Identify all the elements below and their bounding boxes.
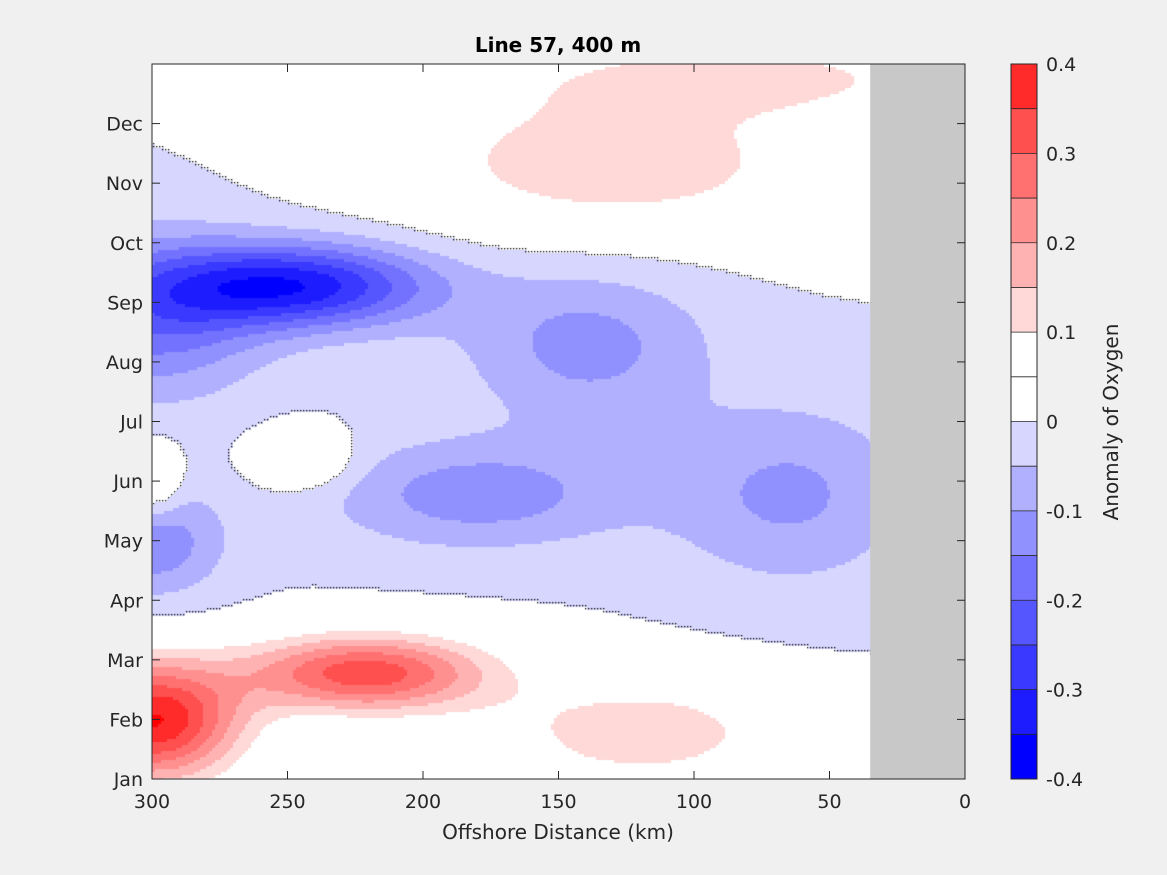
- y-tick-label: Sep: [107, 292, 143, 314]
- y-tick-label: Jul: [119, 412, 143, 434]
- y-tick-label: Aug: [106, 352, 143, 374]
- y-tick-label: Oct: [110, 233, 143, 255]
- colorbar: 0.4 0.3 0.2 0.1 0 -0.1 -0.2 -0.3 -0.4: [1010, 54, 1083, 791]
- colorbar-swatch: [1011, 644, 1037, 690]
- colorbar-swatch: [1011, 332, 1037, 377]
- colorbar-swatch: [1011, 466, 1037, 511]
- colorbar-tick-label: 0.3: [1046, 143, 1076, 165]
- colorbar-label: Anomaly of Oxygen: [1099, 324, 1123, 521]
- x-tick-label: 100: [676, 791, 712, 813]
- colorbar-swatch: [1011, 287, 1037, 333]
- colorbar-swatch: [1011, 153, 1037, 199]
- y-tick-label: Jan: [113, 769, 143, 791]
- y-tick-label: Mar: [107, 650, 143, 672]
- colorbar-swatch: [1011, 734, 1037, 779]
- x-tick-label: 200: [405, 791, 441, 813]
- colorbar-swatch: [1011, 510, 1037, 556]
- y-tick-label: Dec: [106, 114, 143, 136]
- x-tick-label: 50: [817, 791, 841, 813]
- colorbar-tick-label: 0.1: [1046, 322, 1076, 344]
- colorbar-tick-label: 0: [1046, 412, 1058, 434]
- x-tick-label: 250: [269, 791, 305, 813]
- x-tick-label: 150: [540, 791, 576, 813]
- y-tick-label: Feb: [109, 709, 143, 731]
- colorbar-tick-label: -0.2: [1046, 590, 1083, 612]
- x-tick-label: 300: [134, 791, 170, 813]
- colorbar-swatch: [1011, 600, 1037, 645]
- colorbar-swatch: [1011, 64, 1037, 109]
- no-data-region: [870, 64, 965, 779]
- colorbar-swatch: [1011, 242, 1037, 288]
- colorbar-tick-label: 0.2: [1046, 233, 1076, 255]
- colorbar-swatch: [1011, 555, 1037, 601]
- colorbar-swatch: [1011, 689, 1037, 735]
- x-tick-labels: 300 250 200 150 100 50 0: [134, 791, 971, 813]
- plot-area: [151, 63, 966, 780]
- colorbar-tick-label: 0.4: [1046, 54, 1076, 76]
- colorbar-swatch: [1011, 376, 1037, 422]
- x-tick-label: 0: [959, 791, 971, 813]
- y-tick-label: Nov: [106, 173, 143, 195]
- y-tick-labels: Jan Feb Mar Apr May Jun Jul Aug Sep Oct Nov Dec: [104, 114, 143, 791]
- plot-frame: [151, 63, 966, 780]
- y-tick-label: May: [104, 531, 143, 553]
- chart-title: Line 57, 400 m: [475, 33, 641, 57]
- colorbar-tick-label: -0.3: [1046, 680, 1083, 702]
- x-axis-label: Offshore Distance (km): [442, 820, 674, 844]
- colorbar-swatch: [1011, 108, 1037, 154]
- contour-field: [152, 64, 965, 779]
- y-tick-label: Apr: [110, 590, 143, 612]
- colorbar-swatch: [1011, 198, 1037, 243]
- axis-ticks: [151, 64, 966, 780]
- colorbar-swatch: [1011, 421, 1037, 467]
- colorbar-tick-label: -0.4: [1046, 769, 1083, 791]
- colorbar-tick-label: -0.1: [1046, 501, 1083, 523]
- y-tick-label: Jun: [112, 471, 143, 493]
